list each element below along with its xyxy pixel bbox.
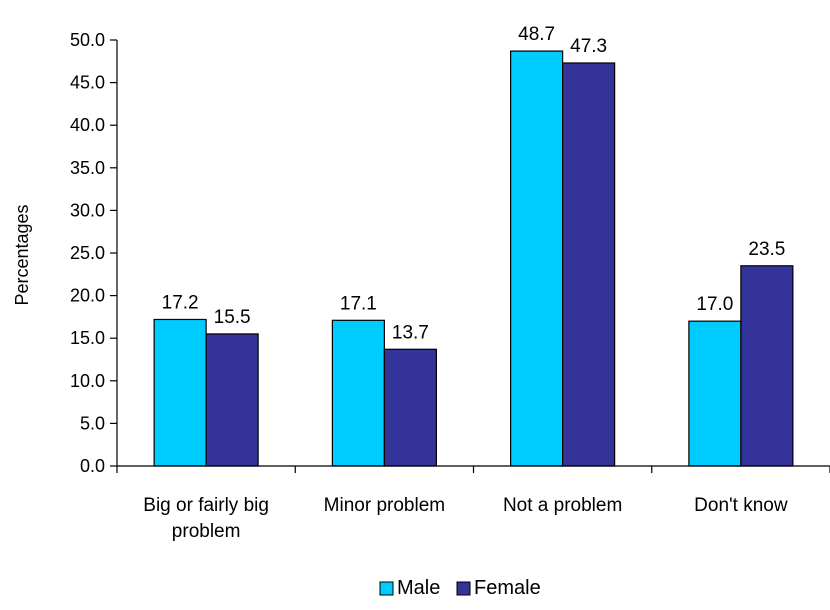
legend-label: Male <box>397 577 440 599</box>
data-label: 23.5 <box>748 239 785 260</box>
data-label: 17.0 <box>696 294 733 315</box>
y-tick-label: 45.0 <box>70 73 105 93</box>
y-tick-label: 15.0 <box>70 328 105 348</box>
legend-swatch-male <box>379 581 394 596</box>
bars <box>153 50 794 467</box>
y-tick-label: 50.0 <box>70 30 105 50</box>
x-category-label: Not a problem <box>503 495 622 516</box>
y-tick-label: 10.0 <box>70 371 105 391</box>
bar-female <box>562 62 616 467</box>
legend-label: Female <box>474 577 541 599</box>
x-category-label: Minor problem <box>324 495 445 516</box>
y-tick-label: 25.0 <box>70 243 105 263</box>
x-category-label: Big or fairly big problem <box>143 495 269 542</box>
y-tick-label: 35.0 <box>70 158 105 178</box>
bar-female <box>740 265 794 467</box>
y-axis-label: Percentages <box>12 204 32 305</box>
data-label: 47.3 <box>570 36 607 57</box>
bar-male <box>510 50 564 467</box>
bar-male <box>331 319 385 467</box>
y-tick-label: 30.0 <box>70 200 105 220</box>
bar-male <box>688 320 742 467</box>
bar-female <box>383 348 437 467</box>
data-label: 15.5 <box>214 307 251 328</box>
data-label: 17.2 <box>162 292 199 313</box>
bar-female <box>205 333 259 467</box>
x-category-label: Don't know <box>694 495 788 516</box>
data-labels: 17.2 15.5 17.1 13.7 48.7 47.3 17.0 23.5 <box>162 24 786 343</box>
bar-male <box>153 318 207 467</box>
legend: Male Female <box>379 577 541 599</box>
y-tick-label: 20.0 <box>70 286 105 306</box>
y-tick-label: 40.0 <box>70 115 105 135</box>
data-label: 13.7 <box>392 322 429 343</box>
legend-swatch-female <box>456 581 471 596</box>
data-label: 17.1 <box>340 293 377 314</box>
y-tick-label: 5.0 <box>80 413 105 433</box>
y-tick-label: 0.0 <box>80 456 105 476</box>
y-axis: 0.0 5.0 10.0 15.0 20.0 25.0 30.0 35.0 40.0 45.0 50… <box>70 30 118 476</box>
x-axis: Big or fairly big problem Minor problem Not… <box>116 465 830 542</box>
data-label: 48.7 <box>518 24 555 45</box>
